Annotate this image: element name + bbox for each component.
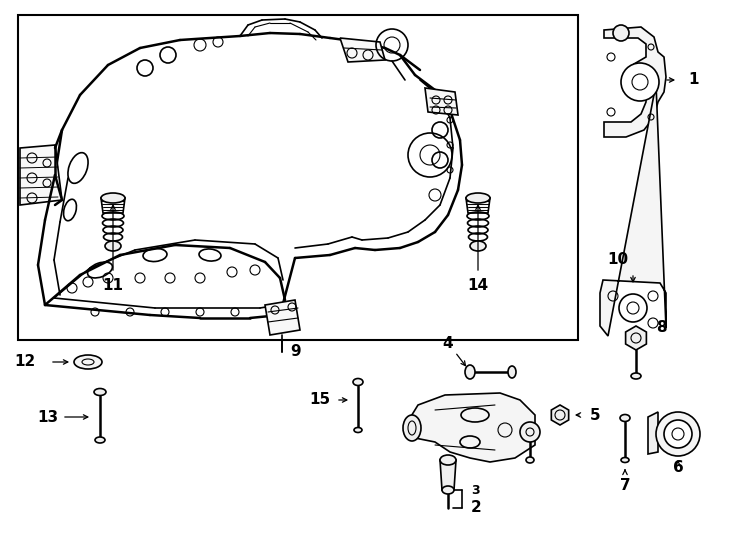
Bar [18, 15, 578, 340]
Circle shape [621, 63, 659, 101]
Text: 3: 3 [472, 483, 480, 496]
Polygon shape [600, 84, 666, 336]
Text: 7: 7 [619, 478, 631, 494]
Ellipse shape [620, 415, 630, 422]
Ellipse shape [105, 241, 121, 251]
Polygon shape [340, 38, 385, 62]
Polygon shape [265, 300, 300, 335]
Text: 12: 12 [15, 354, 36, 369]
Ellipse shape [621, 457, 629, 462]
Ellipse shape [508, 366, 516, 378]
Polygon shape [425, 88, 458, 115]
Ellipse shape [526, 457, 534, 463]
Ellipse shape [442, 486, 454, 494]
Polygon shape [20, 145, 62, 205]
Text: 13: 13 [37, 409, 58, 424]
Text: 1: 1 [688, 72, 699, 87]
Text: 14: 14 [468, 279, 489, 294]
Circle shape [656, 412, 700, 456]
Ellipse shape [470, 241, 486, 251]
Polygon shape [625, 326, 647, 350]
Ellipse shape [466, 193, 490, 203]
Ellipse shape [94, 388, 106, 395]
Polygon shape [405, 393, 535, 462]
Circle shape [664, 420, 692, 448]
Polygon shape [466, 198, 490, 213]
Text: 15: 15 [309, 393, 330, 408]
Polygon shape [440, 460, 456, 490]
Circle shape [520, 422, 540, 442]
Text: 5: 5 [590, 408, 600, 422]
Ellipse shape [354, 428, 362, 433]
Ellipse shape [465, 365, 475, 379]
Text: 2: 2 [470, 501, 482, 516]
Ellipse shape [403, 415, 421, 441]
Text: 9: 9 [290, 345, 301, 360]
Text: 4: 4 [443, 336, 454, 352]
Ellipse shape [74, 355, 102, 369]
Ellipse shape [631, 373, 641, 379]
Ellipse shape [101, 193, 125, 203]
Polygon shape [551, 405, 569, 425]
Text: 11: 11 [103, 279, 123, 294]
Ellipse shape [95, 437, 105, 443]
Ellipse shape [440, 455, 456, 465]
Circle shape [619, 294, 647, 322]
Polygon shape [101, 198, 125, 213]
Circle shape [613, 25, 629, 41]
Text: 6: 6 [672, 460, 683, 475]
Text: 10: 10 [608, 253, 628, 267]
Polygon shape [604, 27, 666, 137]
Text: 8: 8 [655, 321, 666, 335]
Ellipse shape [353, 379, 363, 386]
Polygon shape [648, 412, 658, 454]
